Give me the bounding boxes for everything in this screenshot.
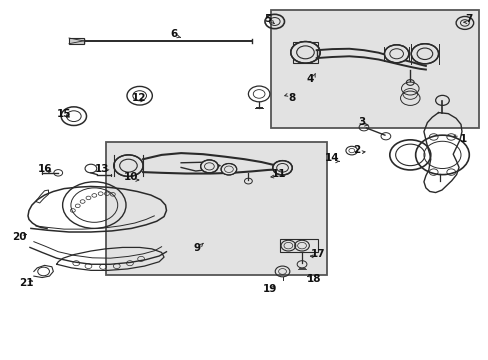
Text: 11: 11 (271, 168, 285, 179)
Text: 2: 2 (352, 144, 360, 154)
Text: 7: 7 (464, 14, 471, 24)
Text: 12: 12 (131, 93, 145, 103)
Text: 16: 16 (38, 163, 53, 174)
Circle shape (272, 161, 292, 175)
Circle shape (200, 160, 218, 173)
Circle shape (114, 155, 143, 176)
Bar (271, 10, 478, 128)
Text: 17: 17 (310, 248, 325, 258)
Bar (69, 38, 83, 44)
Circle shape (290, 41, 320, 63)
Circle shape (384, 45, 408, 63)
Text: 4: 4 (306, 74, 313, 84)
Circle shape (221, 163, 236, 175)
Bar (105, 142, 327, 275)
Text: 13: 13 (95, 163, 109, 174)
Text: 21: 21 (19, 278, 33, 288)
Text: 1: 1 (459, 134, 467, 144)
Text: 6: 6 (170, 29, 177, 39)
Text: 15: 15 (57, 109, 71, 119)
Circle shape (410, 44, 438, 64)
Text: 18: 18 (306, 274, 321, 284)
Text: 14: 14 (325, 153, 339, 163)
Text: 3: 3 (357, 117, 365, 127)
Bar (293, 41, 317, 63)
Text: 5: 5 (264, 14, 271, 24)
Text: 19: 19 (262, 284, 277, 294)
Text: 10: 10 (124, 172, 138, 182)
Bar (279, 239, 317, 252)
Text: 8: 8 (288, 93, 295, 103)
Text: 9: 9 (193, 243, 201, 253)
Text: 20: 20 (12, 232, 26, 242)
